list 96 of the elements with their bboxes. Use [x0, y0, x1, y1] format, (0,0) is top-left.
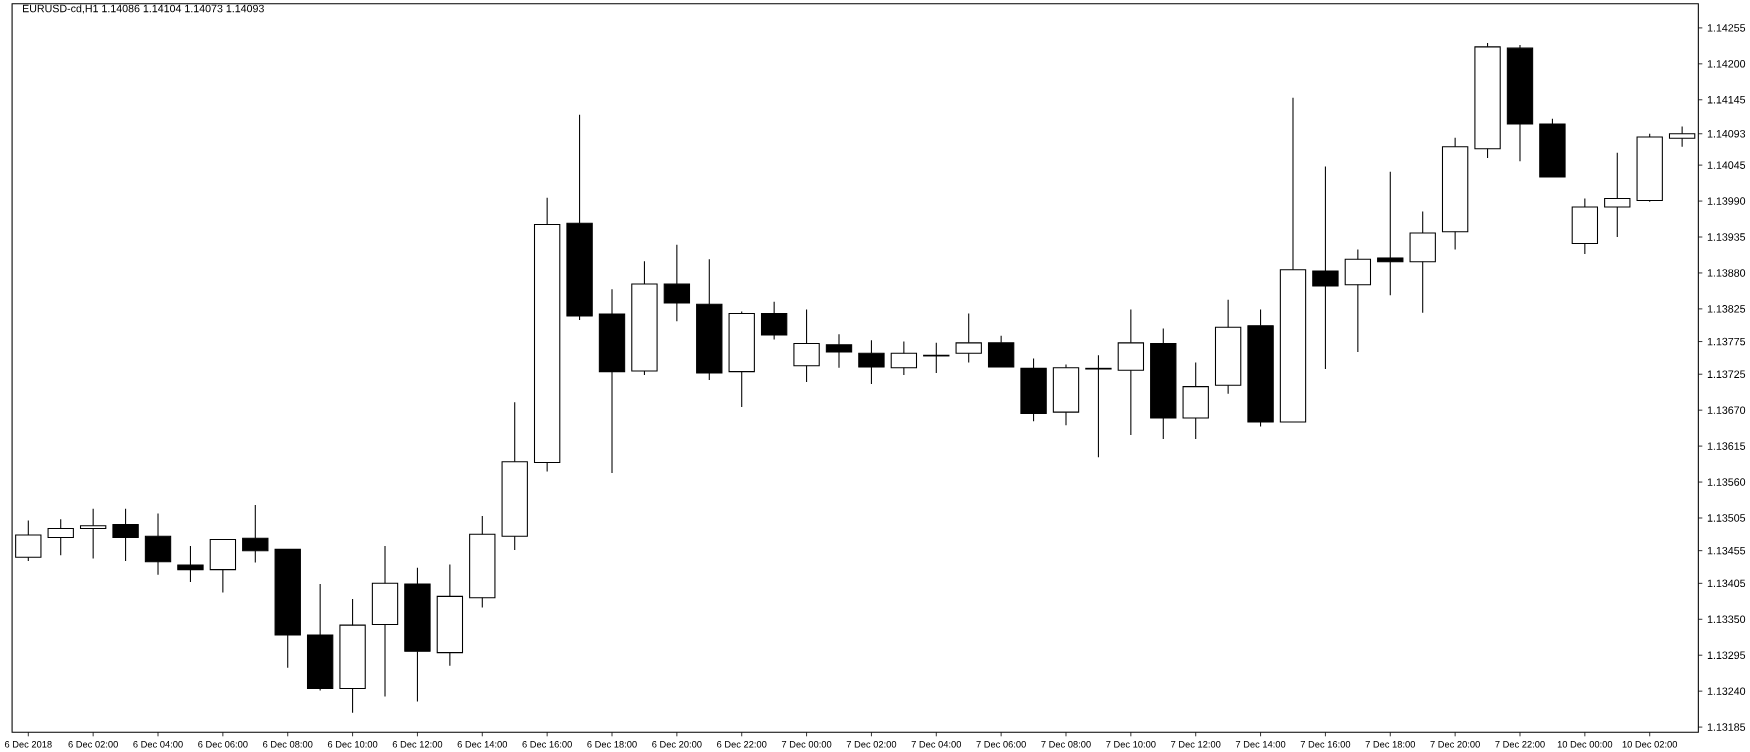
candlestick [1182, 361, 1209, 440]
x-tick-label: 7 Dec 08:00 [1041, 741, 1091, 748]
candlestick [404, 567, 431, 703]
candlestick [955, 312, 982, 363]
candlestick [1506, 44, 1534, 162]
candlestick [1668, 126, 1696, 148]
x-tick-label: 6 Dec 04:00 [133, 741, 183, 748]
y-tick-label: 1.13505 [1707, 514, 1746, 522]
x-tick-label: 7 Dec 22:00 [1495, 741, 1545, 748]
x-tick-label: 6 Dec 18:00 [587, 741, 637, 748]
x-tick-label: 6 Dec 16:00 [522, 741, 572, 748]
candlestick [15, 520, 42, 562]
candlestick [112, 508, 139, 562]
y-tick-label: 1.13455 [1707, 546, 1746, 555]
candlestick [1312, 165, 1339, 370]
candlestick [1474, 42, 1501, 159]
candlestick [1409, 210, 1436, 314]
candlestick [825, 333, 853, 369]
x-tick-label: 6 Dec 08:00 [263, 741, 313, 748]
x-tick-label: 6 Dec 10:00 [327, 741, 378, 748]
candlestick [1150, 327, 1177, 440]
y-tick-label: 1.13880 [1707, 269, 1746, 277]
y-tick-label: 1.14200 [1707, 60, 1746, 68]
x-tick-label: 6 Dec 14:00 [457, 741, 508, 748]
candlestick [469, 515, 496, 609]
candlestick [209, 538, 237, 593]
candlestick [858, 339, 885, 385]
x-tick-label: 7 Dec 00:00 [781, 741, 832, 748]
y-tick-label: 1.13350 [1707, 615, 1746, 624]
candlestick [1571, 197, 1599, 255]
x-tick-label: 6 Dec 20:00 [652, 741, 702, 748]
candlestick [987, 335, 1015, 368]
y-tick-label: 1.13825 [1707, 305, 1746, 313]
y-tick-label: 1.13775 [1707, 337, 1746, 346]
x-tick-label: 7 Dec 06:00 [976, 741, 1026, 748]
x-tick-label: 7 Dec 18:00 [1365, 741, 1416, 748]
x-tick-label: 6 Dec 2018 [4, 741, 52, 748]
y-tick-label: 1.13725 [1707, 370, 1746, 378]
y-tick-label: 1.14255 [1707, 24, 1746, 32]
candlestick [79, 508, 107, 560]
y-tick-label: 1.13615 [1707, 442, 1746, 450]
chart-title: EURUSD-cd,H1 1.14086 1.14104 1.14073 1.14093 [23, 4, 264, 14]
y-tick-label: 1.14145 [1707, 96, 1746, 104]
candlestick [1085, 354, 1112, 458]
candlestick [1052, 363, 1080, 426]
x-tick-label: 6 Dec 02:00 [68, 741, 118, 748]
candlestick [923, 342, 950, 374]
x-tick-label: 6 Dec 22:00 [717, 741, 767, 748]
candlestick [306, 583, 334, 692]
candlestick [1214, 299, 1242, 395]
y-tick-label: 1.13935 [1707, 233, 1746, 241]
candlestick [1344, 248, 1372, 353]
candlestick [436, 563, 464, 667]
x-tick-label: 6 Dec 06:00 [198, 741, 248, 748]
candlestick [793, 308, 820, 383]
candlestick [1020, 357, 1047, 422]
candlestick [728, 310, 755, 408]
candlestick [890, 340, 918, 376]
y-tick-label: 1.13240 [1707, 687, 1746, 695]
candlestick [501, 401, 528, 551]
y-tick-label: 1.14093 [1707, 129, 1746, 138]
candlestick [274, 548, 301, 669]
candlestick [177, 545, 204, 583]
x-tick-label: 7 Dec 20:00 [1430, 741, 1480, 748]
candlestick [663, 244, 691, 322]
y-tick-label: 1.13295 [1707, 651, 1746, 659]
candlestick [339, 598, 366, 714]
candlestick [760, 301, 788, 341]
y-tick-label: 1.13560 [1707, 478, 1746, 486]
candlestick [1247, 308, 1274, 428]
candlestick [1377, 171, 1404, 296]
x-tick-label: 7 Dec 12:00 [1171, 741, 1221, 748]
y-tick-label: 1.13670 [1707, 406, 1746, 414]
x-tick-label: 7 Dec 10:00 [1106, 741, 1156, 748]
candlestick [1636, 133, 1663, 201]
x-tick-label: 10 Dec 00:00 [1557, 741, 1613, 748]
candlestick [631, 260, 658, 376]
x-tick-label: 7 Dec 14:00 [1235, 741, 1286, 748]
x-tick-label: 7 Dec 04:00 [911, 741, 962, 748]
y-tick-label: 1.13185 [1707, 723, 1746, 731]
candlestick [566, 114, 593, 321]
x-tick-label: 7 Dec 16:00 [1300, 741, 1351, 748]
x-tick-label: 7 Dec 02:00 [846, 741, 897, 748]
candlestick [371, 545, 399, 697]
y-tick-label: 1.14045 [1707, 161, 1746, 169]
candlestick [144, 512, 172, 576]
candlestick [1441, 137, 1469, 250]
candlestick [1604, 152, 1631, 238]
y-tick-label: 1.13990 [1707, 197, 1746, 205]
candlestick [533, 197, 561, 473]
x-tick-label: 6 Dec 12:00 [392, 741, 443, 748]
candlestick [1117, 308, 1145, 436]
x-tick-label: 10 Dec 02:00 [1622, 741, 1678, 748]
candlestick [1279, 97, 1307, 423]
y-tick-label: 1.13405 [1707, 579, 1746, 588]
candlestick [598, 288, 626, 474]
